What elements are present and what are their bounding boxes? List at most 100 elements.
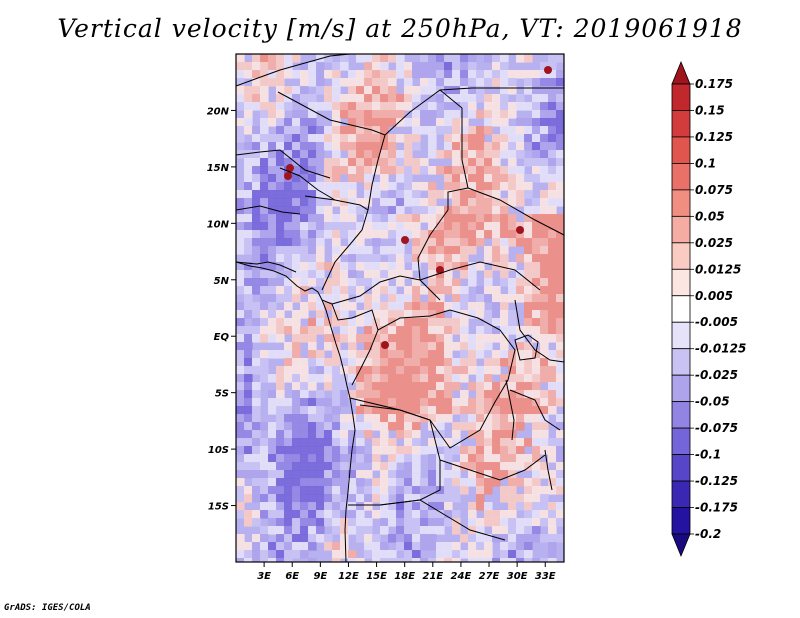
field-cell [492, 222, 501, 231]
field-cell [260, 558, 269, 562]
border-niger-libya [384, 89, 463, 136]
field-cell [276, 206, 285, 215]
field-cell [500, 246, 509, 255]
field-cell [260, 238, 269, 247]
field-cell [476, 294, 485, 303]
field-cell [324, 318, 333, 327]
field-cell [372, 510, 381, 519]
field-cell [364, 246, 373, 255]
field-cell [252, 78, 261, 87]
field-cell [420, 126, 429, 135]
field-cell [500, 150, 509, 159]
field-cell [316, 278, 325, 287]
field-cell [468, 310, 477, 319]
field-cell [300, 438, 309, 447]
field-cell [260, 54, 269, 63]
field-cell [356, 374, 365, 383]
colorbar-label: -0.025 [695, 368, 738, 382]
field-cell [444, 278, 453, 287]
field-cell [244, 302, 253, 311]
field-cell [516, 478, 525, 487]
field-cell [428, 486, 437, 495]
field-cell [436, 358, 445, 367]
field-cell [252, 558, 261, 562]
field-cell [540, 446, 549, 455]
field-cell [308, 462, 317, 471]
field-cell [540, 374, 549, 383]
field-cell [300, 230, 309, 239]
field-cell [252, 534, 261, 543]
field-cell [404, 302, 413, 311]
colorbar-segment [671, 507, 691, 535]
field-cell [396, 494, 405, 503]
field-cell [260, 486, 269, 495]
field-cell [412, 182, 421, 191]
field-cell [340, 126, 349, 135]
field-cell [276, 558, 285, 562]
field-cell [452, 262, 461, 271]
field-cell [524, 206, 533, 215]
field-cell [460, 150, 469, 159]
field-cell [252, 550, 261, 559]
field-cell [244, 246, 253, 255]
field-cell [452, 510, 461, 519]
field-cell [492, 246, 501, 255]
field-cell [500, 126, 509, 135]
field-cell [372, 366, 381, 375]
field-cell [300, 302, 309, 311]
field-cell [436, 286, 445, 295]
field-cell [252, 182, 261, 191]
field-cell [380, 142, 389, 151]
field-cell [436, 310, 445, 319]
field-cell [524, 174, 533, 183]
field-cell [420, 558, 429, 562]
field-cell [412, 350, 421, 359]
field-cell [276, 414, 285, 423]
field-cell [308, 246, 317, 255]
field-cell [252, 486, 261, 495]
colorbar-label: -0.1 [695, 448, 721, 462]
field-cell [484, 550, 493, 559]
field-cell [276, 390, 285, 399]
field-cell [380, 486, 389, 495]
field-cell [484, 510, 493, 519]
field-cell [500, 94, 509, 103]
field-cell [492, 102, 501, 111]
field-cell [468, 382, 477, 391]
field-cell [380, 558, 389, 562]
border-kenya-uganda [514, 299, 564, 363]
field-cell [508, 238, 517, 247]
field-cell [276, 494, 285, 503]
field-cell [364, 430, 373, 439]
field-cell [404, 454, 413, 463]
field-cell [524, 270, 533, 279]
field-cell [532, 326, 541, 335]
field-cell [420, 542, 429, 551]
field-cell [260, 502, 269, 511]
field-cell [444, 510, 453, 519]
field-cell [396, 454, 405, 463]
field-cell [492, 446, 501, 455]
field-cell [476, 86, 485, 95]
field-cell [236, 334, 245, 343]
field-cell [476, 534, 485, 543]
field-cell [260, 294, 269, 303]
field-cell [284, 374, 293, 383]
field-cell [316, 158, 325, 167]
colorbar-label: 0.125 [695, 130, 733, 144]
field-cell [388, 70, 397, 79]
field-cell [388, 446, 397, 455]
field-cell [372, 414, 381, 423]
field-cell [460, 238, 469, 247]
field-cell [340, 470, 349, 479]
field-cell [548, 374, 557, 383]
field-cell [276, 262, 285, 271]
field-cell [428, 262, 437, 271]
field-cell [556, 390, 564, 399]
field-cell [492, 422, 501, 431]
field-cell [380, 470, 389, 479]
field-cell [508, 310, 517, 319]
field-cell [492, 94, 501, 103]
field-cell [508, 366, 517, 375]
colorbar-label: 0.15 [695, 103, 725, 117]
